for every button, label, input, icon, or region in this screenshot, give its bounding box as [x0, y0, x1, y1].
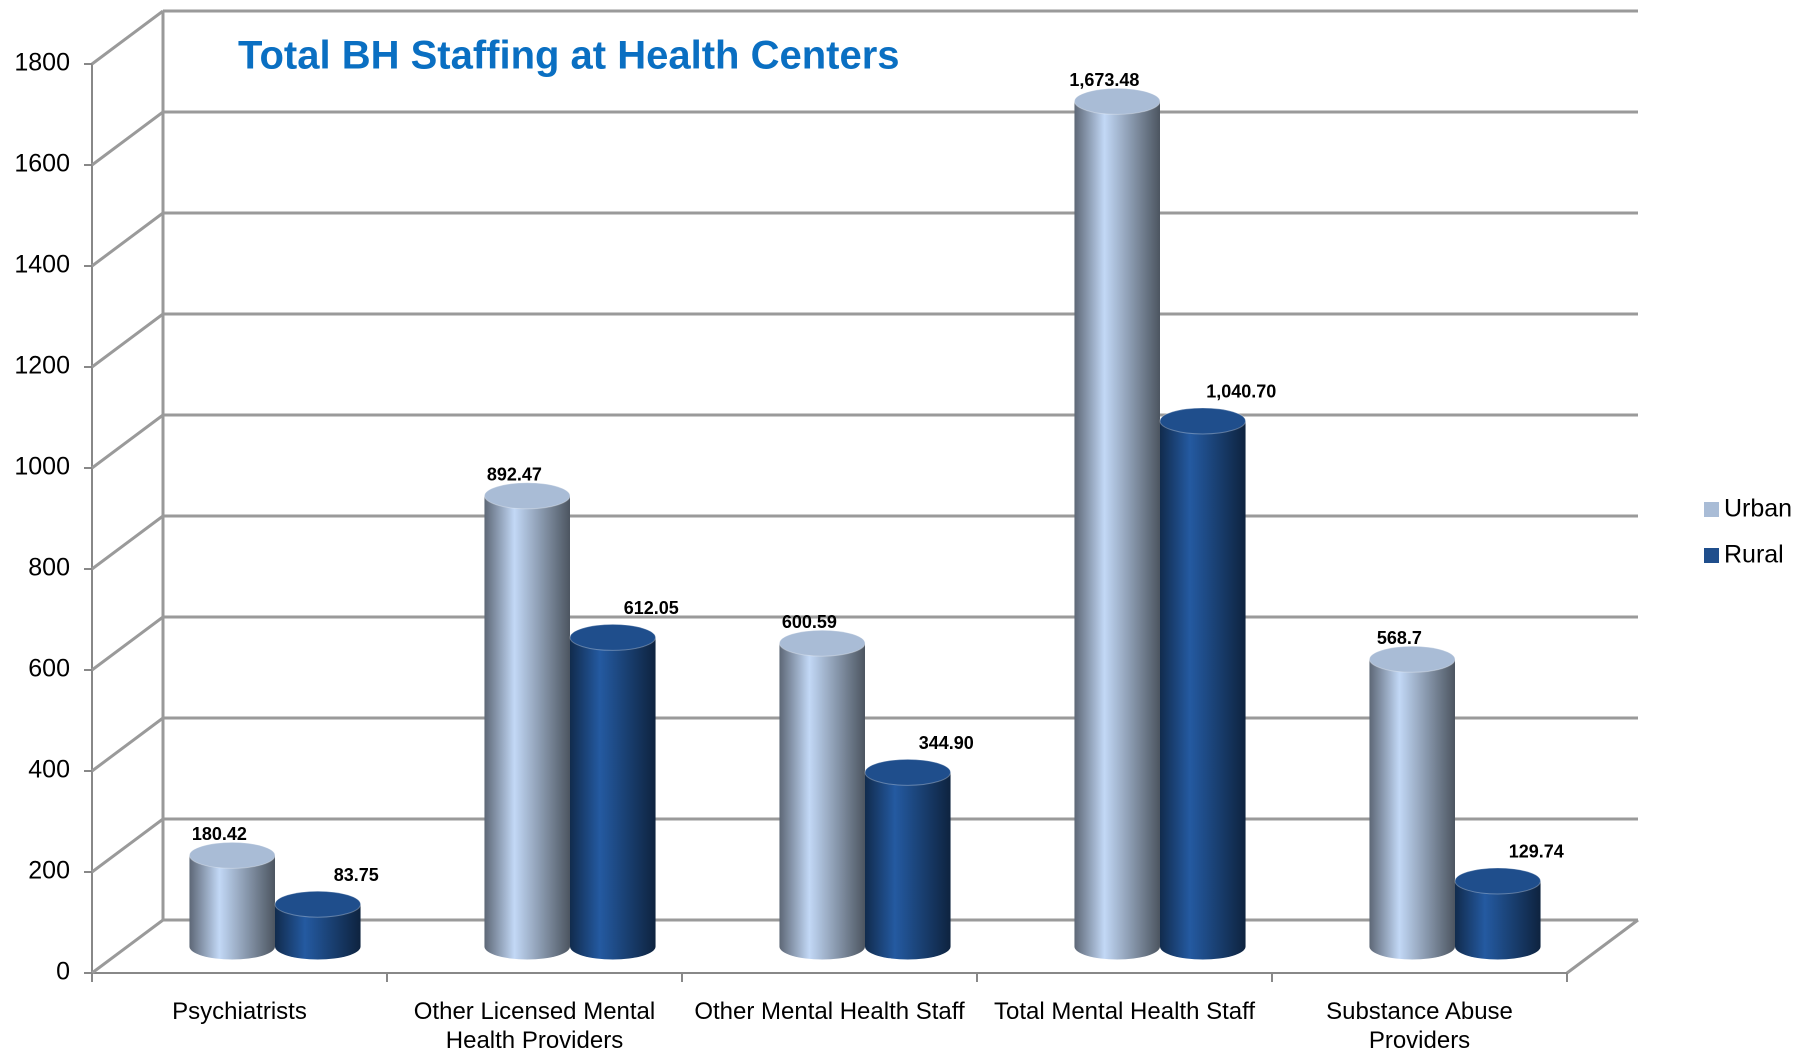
grid-line [91, 716, 164, 773]
y-tick-label: 1400 [14, 251, 70, 279]
bar [483, 482, 571, 960]
data-label: 612.05 [624, 598, 679, 618]
grid-line [91, 615, 164, 672]
y-tick-label: 1000 [14, 453, 70, 481]
x-tick-label: Other Mental Health Staff [694, 998, 965, 1025]
y-tick-label: 600 [28, 655, 70, 683]
y-tick-label: 1600 [14, 150, 70, 178]
y-tick-label: 1200 [14, 352, 70, 380]
legend-swatch [1704, 502, 1719, 517]
axis-wall [1566, 918, 1639, 975]
y-tick-label: 1800 [14, 49, 70, 77]
bar [864, 758, 952, 960]
y-tick-label: 200 [28, 857, 70, 885]
bar-body [1074, 101, 1160, 947]
bar [1454, 867, 1542, 960]
grid-line [91, 110, 164, 167]
data-label: 83.75 [334, 865, 379, 885]
grid-line [91, 413, 164, 470]
bar [1073, 87, 1161, 960]
bar-body [1369, 659, 1455, 947]
data-label: 1,673.48 [1069, 70, 1139, 90]
bar [274, 890, 362, 960]
bar-top [188, 841, 276, 869]
bar [1159, 407, 1247, 960]
data-label: 180.42 [192, 824, 247, 844]
bar-body [484, 495, 570, 947]
bar-body [865, 772, 951, 947]
bar-top [1454, 867, 1542, 895]
grid-line [91, 918, 164, 975]
bar-top [569, 623, 657, 651]
bar-body [189, 855, 275, 947]
bar-top [778, 629, 866, 657]
bar-top [274, 890, 362, 918]
legend-label: Rural [1724, 541, 1784, 569]
chart-title: Total BH Staffing at Health Centers [238, 34, 900, 78]
bar [1368, 645, 1456, 960]
bar [569, 623, 657, 960]
legend-label: Urban [1724, 495, 1792, 523]
bar-body [1160, 420, 1246, 947]
grid-line [91, 9, 164, 66]
bar-top [1159, 407, 1247, 435]
legend-swatch [1704, 548, 1719, 563]
bar-body [779, 643, 865, 947]
data-label: 1,040.70 [1206, 382, 1276, 402]
x-tick-label: Substance Abuse Providers [1326, 998, 1513, 1054]
y-tick-label: 0 [56, 958, 70, 986]
bar-top [1368, 645, 1456, 673]
bar [778, 629, 866, 960]
bar [188, 841, 276, 960]
data-label: 600.59 [782, 612, 837, 632]
bar-body [570, 637, 656, 947]
x-tick-label: Psychiatrists [172, 998, 307, 1025]
grid-line [91, 514, 164, 571]
bar-top [1073, 87, 1161, 115]
data-label: 568.7 [1377, 628, 1422, 648]
y-tick-label: 800 [28, 554, 70, 582]
grid-line [91, 211, 164, 268]
x-tick-label: Total Mental Health Staff [993, 998, 1256, 1025]
data-label: 129.74 [1509, 842, 1564, 862]
y-tick-label: 400 [28, 756, 70, 784]
grid-line [91, 312, 164, 369]
grid-line [91, 817, 164, 874]
data-label: 344.90 [919, 733, 974, 753]
x-tick-label: Other Licensed Mental Health Providers [413, 998, 656, 1054]
data-label: 892.47 [487, 465, 542, 485]
bar-top [864, 758, 952, 786]
bar-top [483, 482, 571, 510]
